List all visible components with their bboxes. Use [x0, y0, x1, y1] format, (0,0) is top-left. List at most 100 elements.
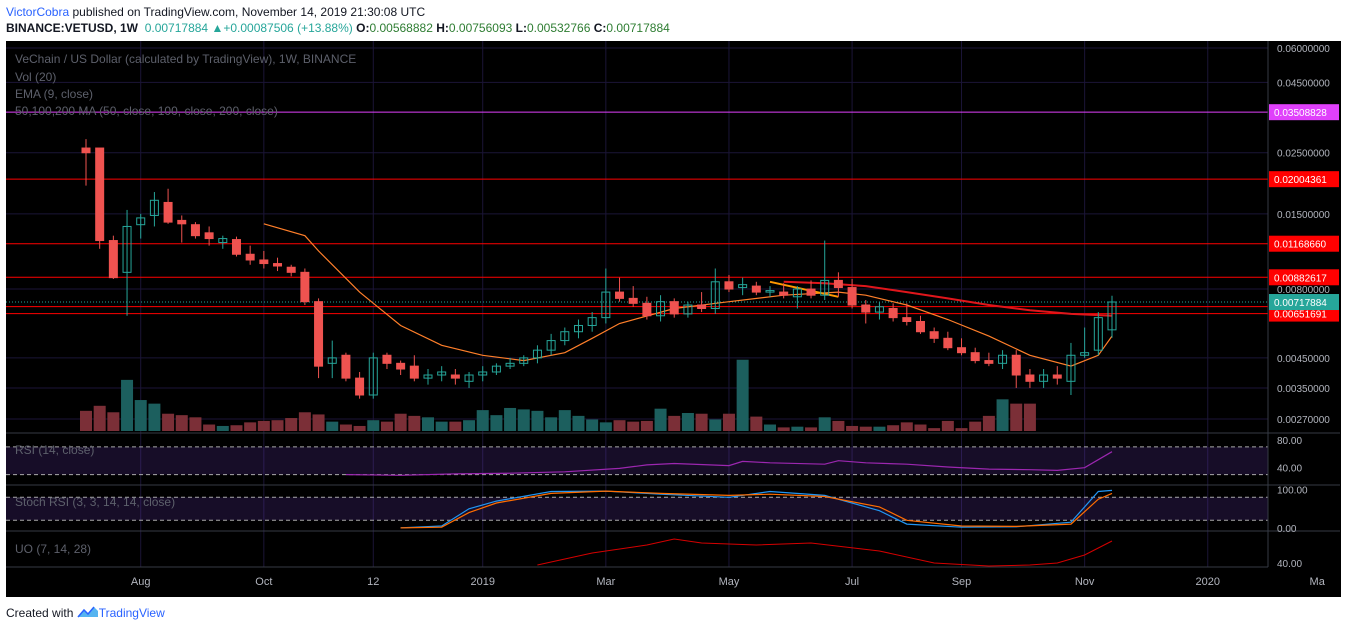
volume-bar	[367, 420, 380, 431]
candle-body	[888, 307, 898, 319]
volume-bar	[969, 421, 982, 431]
volume-bar	[148, 403, 161, 431]
price-line-label: 0.03508828	[1274, 108, 1327, 119]
uo-tick-label: 40.00	[1277, 559, 1302, 570]
time-tick-label: Sep	[952, 576, 972, 588]
price-change: +0.00087506 (+13.88%)	[223, 21, 353, 35]
volume-bar	[941, 420, 954, 431]
candle-body	[847, 287, 857, 306]
candle-body	[204, 232, 214, 240]
candle-body	[409, 365, 419, 379]
candle-body	[1107, 301, 1117, 331]
candle-body	[218, 238, 228, 244]
candle-body	[327, 357, 337, 364]
volume-bar	[982, 415, 995, 431]
time-axis[interactable]: Aug Oct 12 2019 Mar May Jul Sep Nov 2020 Ma	[6, 566, 1326, 588]
candle-body	[368, 357, 378, 396]
candle-body	[833, 279, 843, 289]
price-line-label: 0.00651691	[1274, 310, 1327, 321]
candle-body	[560, 331, 570, 342]
volume-bar	[572, 415, 585, 431]
candle-body	[943, 337, 953, 349]
candle-body	[615, 291, 625, 299]
price-tick-label: 0.00800000	[1277, 285, 1330, 296]
volume-bar	[353, 425, 366, 431]
ohlc-line: BINANCE:VETUSD, 1W 0.00717884 ▲+0.000875…	[6, 20, 670, 36]
volume-bar	[791, 426, 804, 431]
candle-body	[710, 281, 720, 309]
candle-body	[382, 354, 392, 364]
low-label: L:	[515, 21, 527, 35]
candle-body	[259, 259, 269, 265]
candle-body	[286, 266, 296, 273]
candle-body	[792, 288, 802, 298]
volume-bar	[175, 415, 188, 431]
candle-body	[314, 301, 324, 367]
volume-bar	[586, 419, 599, 431]
stoch-rsi-tick-label: 100.00	[1277, 486, 1308, 497]
tradingview-brand-link[interactable]: TradingView	[98, 606, 165, 620]
stoch-d-line	[400, 490, 1113, 529]
price-tick-label: 0.06000000	[1277, 44, 1330, 55]
candle-body	[573, 324, 583, 333]
volume-bar	[722, 413, 735, 431]
volume-bar	[818, 417, 831, 431]
price-line-tag	[1269, 104, 1339, 121]
last-price-label: 0.00717884	[1274, 298, 1327, 309]
volume-bar	[394, 413, 407, 431]
candle-body	[190, 224, 200, 237]
volume-bar	[613, 420, 626, 431]
volume-bar	[93, 405, 106, 431]
volume-bar	[298, 412, 311, 431]
volume-bar	[900, 422, 913, 431]
candle-body	[95, 147, 105, 242]
publish-line: VictorCobra published on TradingView.com…	[6, 4, 670, 20]
uo-line	[537, 538, 1113, 567]
uo-label: UO (7, 14, 28)	[15, 542, 91, 556]
candle-body	[1011, 354, 1021, 376]
volume-bar	[326, 421, 339, 431]
price-tick-label: 0.01500000	[1277, 210, 1330, 221]
time-axis-background	[6, 567, 1268, 597]
volume-bar	[777, 427, 790, 431]
candle-body	[765, 290, 775, 293]
chart-title: VeChain / US Dollar (calculated by Tradi…	[15, 52, 356, 66]
volume-bar	[764, 424, 776, 431]
candle-body	[1093, 317, 1103, 351]
volume-bar	[380, 421, 393, 431]
author-link[interactable]: VictorCobra	[6, 5, 70, 19]
price-line-label: 0.00882617	[1274, 273, 1327, 284]
volume-bar	[422, 417, 434, 431]
trendline	[769, 280, 839, 298]
candle-body	[642, 302, 652, 317]
volume-bar	[449, 421, 462, 431]
chart-canvas[interactable]: 0.03508828 0.02004361 0.01168660 0.00882617…	[6, 41, 1341, 597]
horizontal-price-lines[interactable]: 0.03508828 0.02004361 0.01168660 0.00882617…	[6, 104, 1339, 322]
candle-body	[464, 374, 474, 382]
candle-body	[1080, 352, 1090, 356]
candle-body	[532, 349, 542, 359]
high-value: 0.00756093	[448, 21, 513, 35]
candle-body	[450, 374, 460, 379]
close-label: C:	[593, 21, 607, 35]
candle-body	[505, 362, 515, 367]
candle-body	[341, 354, 351, 379]
open-value: 0.00568882	[369, 21, 433, 35]
high-label: H:	[436, 21, 449, 35]
symbol-label[interactable]: BINANCE:VETUSD, 1W	[6, 21, 139, 35]
candle-body	[806, 288, 816, 296]
candle-body	[163, 201, 173, 223]
price-line-tag	[1269, 235, 1339, 252]
published-text: published on TradingView.com, November 1…	[72, 5, 426, 19]
price-axis[interactable]: 0.06000000 0.04500000 0.02500000 0.01500000…	[1267, 41, 1330, 570]
time-tick-label: 2020	[1196, 576, 1220, 588]
tradingview-logo-icon	[77, 606, 98, 618]
volume-bar	[517, 409, 530, 431]
volume-bar	[1010, 403, 1023, 431]
stoch-rsi-band	[6, 497, 1268, 521]
candle-body	[1039, 374, 1049, 382]
volume-bar	[476, 410, 489, 431]
rsi-line	[345, 451, 1113, 476]
candle-body	[245, 253, 255, 261]
rsi-tick-label: 40.00	[1277, 464, 1302, 475]
